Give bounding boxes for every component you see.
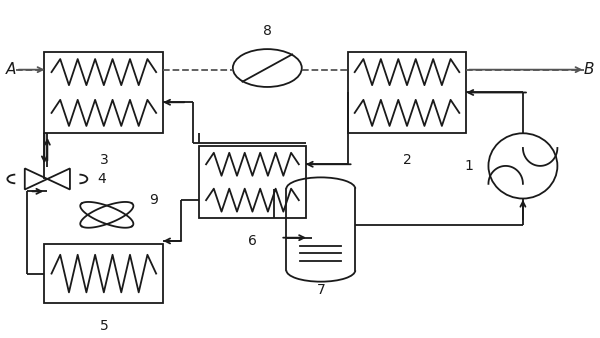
Text: 2: 2 xyxy=(403,153,412,167)
Bar xyxy=(44,244,163,303)
Bar xyxy=(347,52,466,133)
Text: 1: 1 xyxy=(465,159,473,173)
Bar xyxy=(199,146,306,218)
Text: 9: 9 xyxy=(149,193,158,208)
Bar xyxy=(44,52,163,133)
Text: A: A xyxy=(6,62,16,77)
Text: 7: 7 xyxy=(316,283,325,297)
Text: 5: 5 xyxy=(100,319,108,333)
Text: 4: 4 xyxy=(98,172,107,186)
Text: B: B xyxy=(584,62,594,77)
Text: 6: 6 xyxy=(248,235,257,248)
Text: 8: 8 xyxy=(263,24,272,38)
Text: 3: 3 xyxy=(100,153,108,167)
